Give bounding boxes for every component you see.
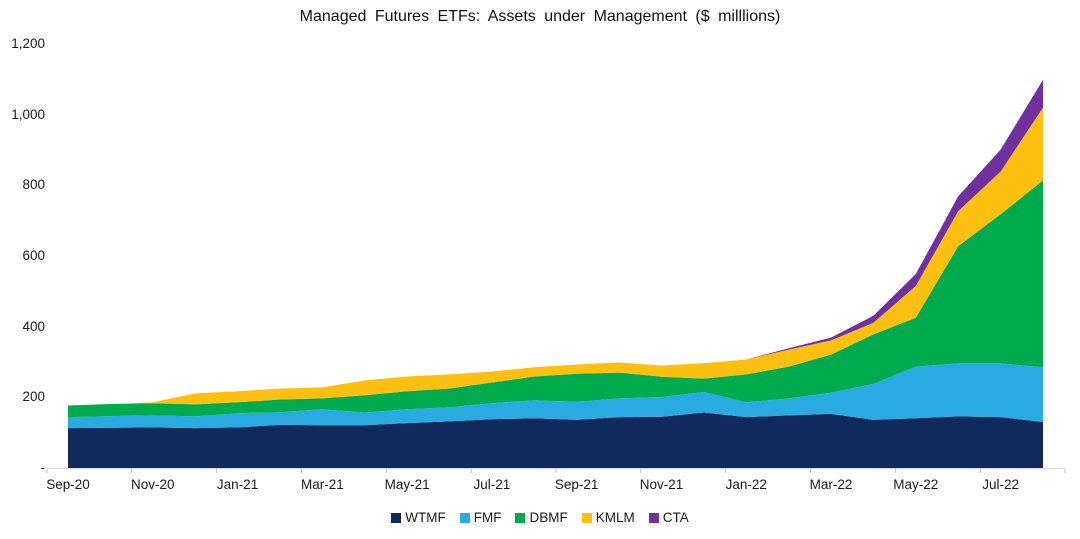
legend-item-wtmf: WTMF <box>391 510 446 525</box>
x-axis-tick-label: Jan-21 <box>216 477 259 492</box>
legend: WTMF FMF DBMF KMLM CTA <box>0 510 1080 525</box>
y-axis-tick-label: 200 <box>22 389 45 405</box>
chart-title: Managed Futures ETFs: Assets under Manag… <box>299 8 781 25</box>
x-axis-tick-label: Jan-22 <box>725 477 767 492</box>
x-axis-tick-label: Nov-20 <box>131 477 175 492</box>
x-axis-tick-label: Jul-22 <box>982 477 1019 492</box>
legend-swatch-kmlm <box>581 512 592 523</box>
area-series-fmf <box>68 363 1043 429</box>
legend-swatch-fmf <box>459 512 470 523</box>
y-axis-tick-label: 1,200 <box>11 36 45 51</box>
legend-swatch-wtmf <box>391 512 402 523</box>
x-axis-tick-label: Nov-21 <box>639 477 684 492</box>
legend-swatch-cta <box>648 512 659 523</box>
x-axis-tick-label: May-21 <box>384 477 430 492</box>
x-axis-tick-label: Sep-20 <box>46 477 90 492</box>
legend-label: WTMF <box>405 510 446 525</box>
x-axis-tick-label: Sep-21 <box>554 477 599 492</box>
legend-label: FMF <box>473 510 502 525</box>
legend-label: DBMF <box>529 510 568 525</box>
y-axis-tick-label: 600 <box>22 248 45 263</box>
y-axis-tick-label: 1,000 <box>11 106 45 122</box>
legend-item-dbmf: DBMF <box>515 510 568 525</box>
x-axis-tick-label: May-22 <box>893 477 939 492</box>
y-axis-tick-label: - <box>40 460 46 475</box>
legend-item-cta: CTA <box>648 510 689 525</box>
legend-label: KMLM <box>595 510 635 525</box>
legend-item-fmf: FMF <box>459 510 502 525</box>
legend-item-kmlm: KMLM <box>581 510 635 525</box>
y-axis-tick-label: 400 <box>22 318 45 334</box>
legend-swatch-dbmf <box>515 512 526 523</box>
area-series-wtmf <box>68 412 1043 468</box>
x-axis-tick-label: Jul-21 <box>473 477 511 492</box>
x-axis-tick-label: Mar-22 <box>809 477 853 492</box>
legend-label: CTA <box>662 510 689 525</box>
y-axis-tick-label: 800 <box>22 177 45 193</box>
x-axis-tick-label: Mar-21 <box>300 477 344 492</box>
